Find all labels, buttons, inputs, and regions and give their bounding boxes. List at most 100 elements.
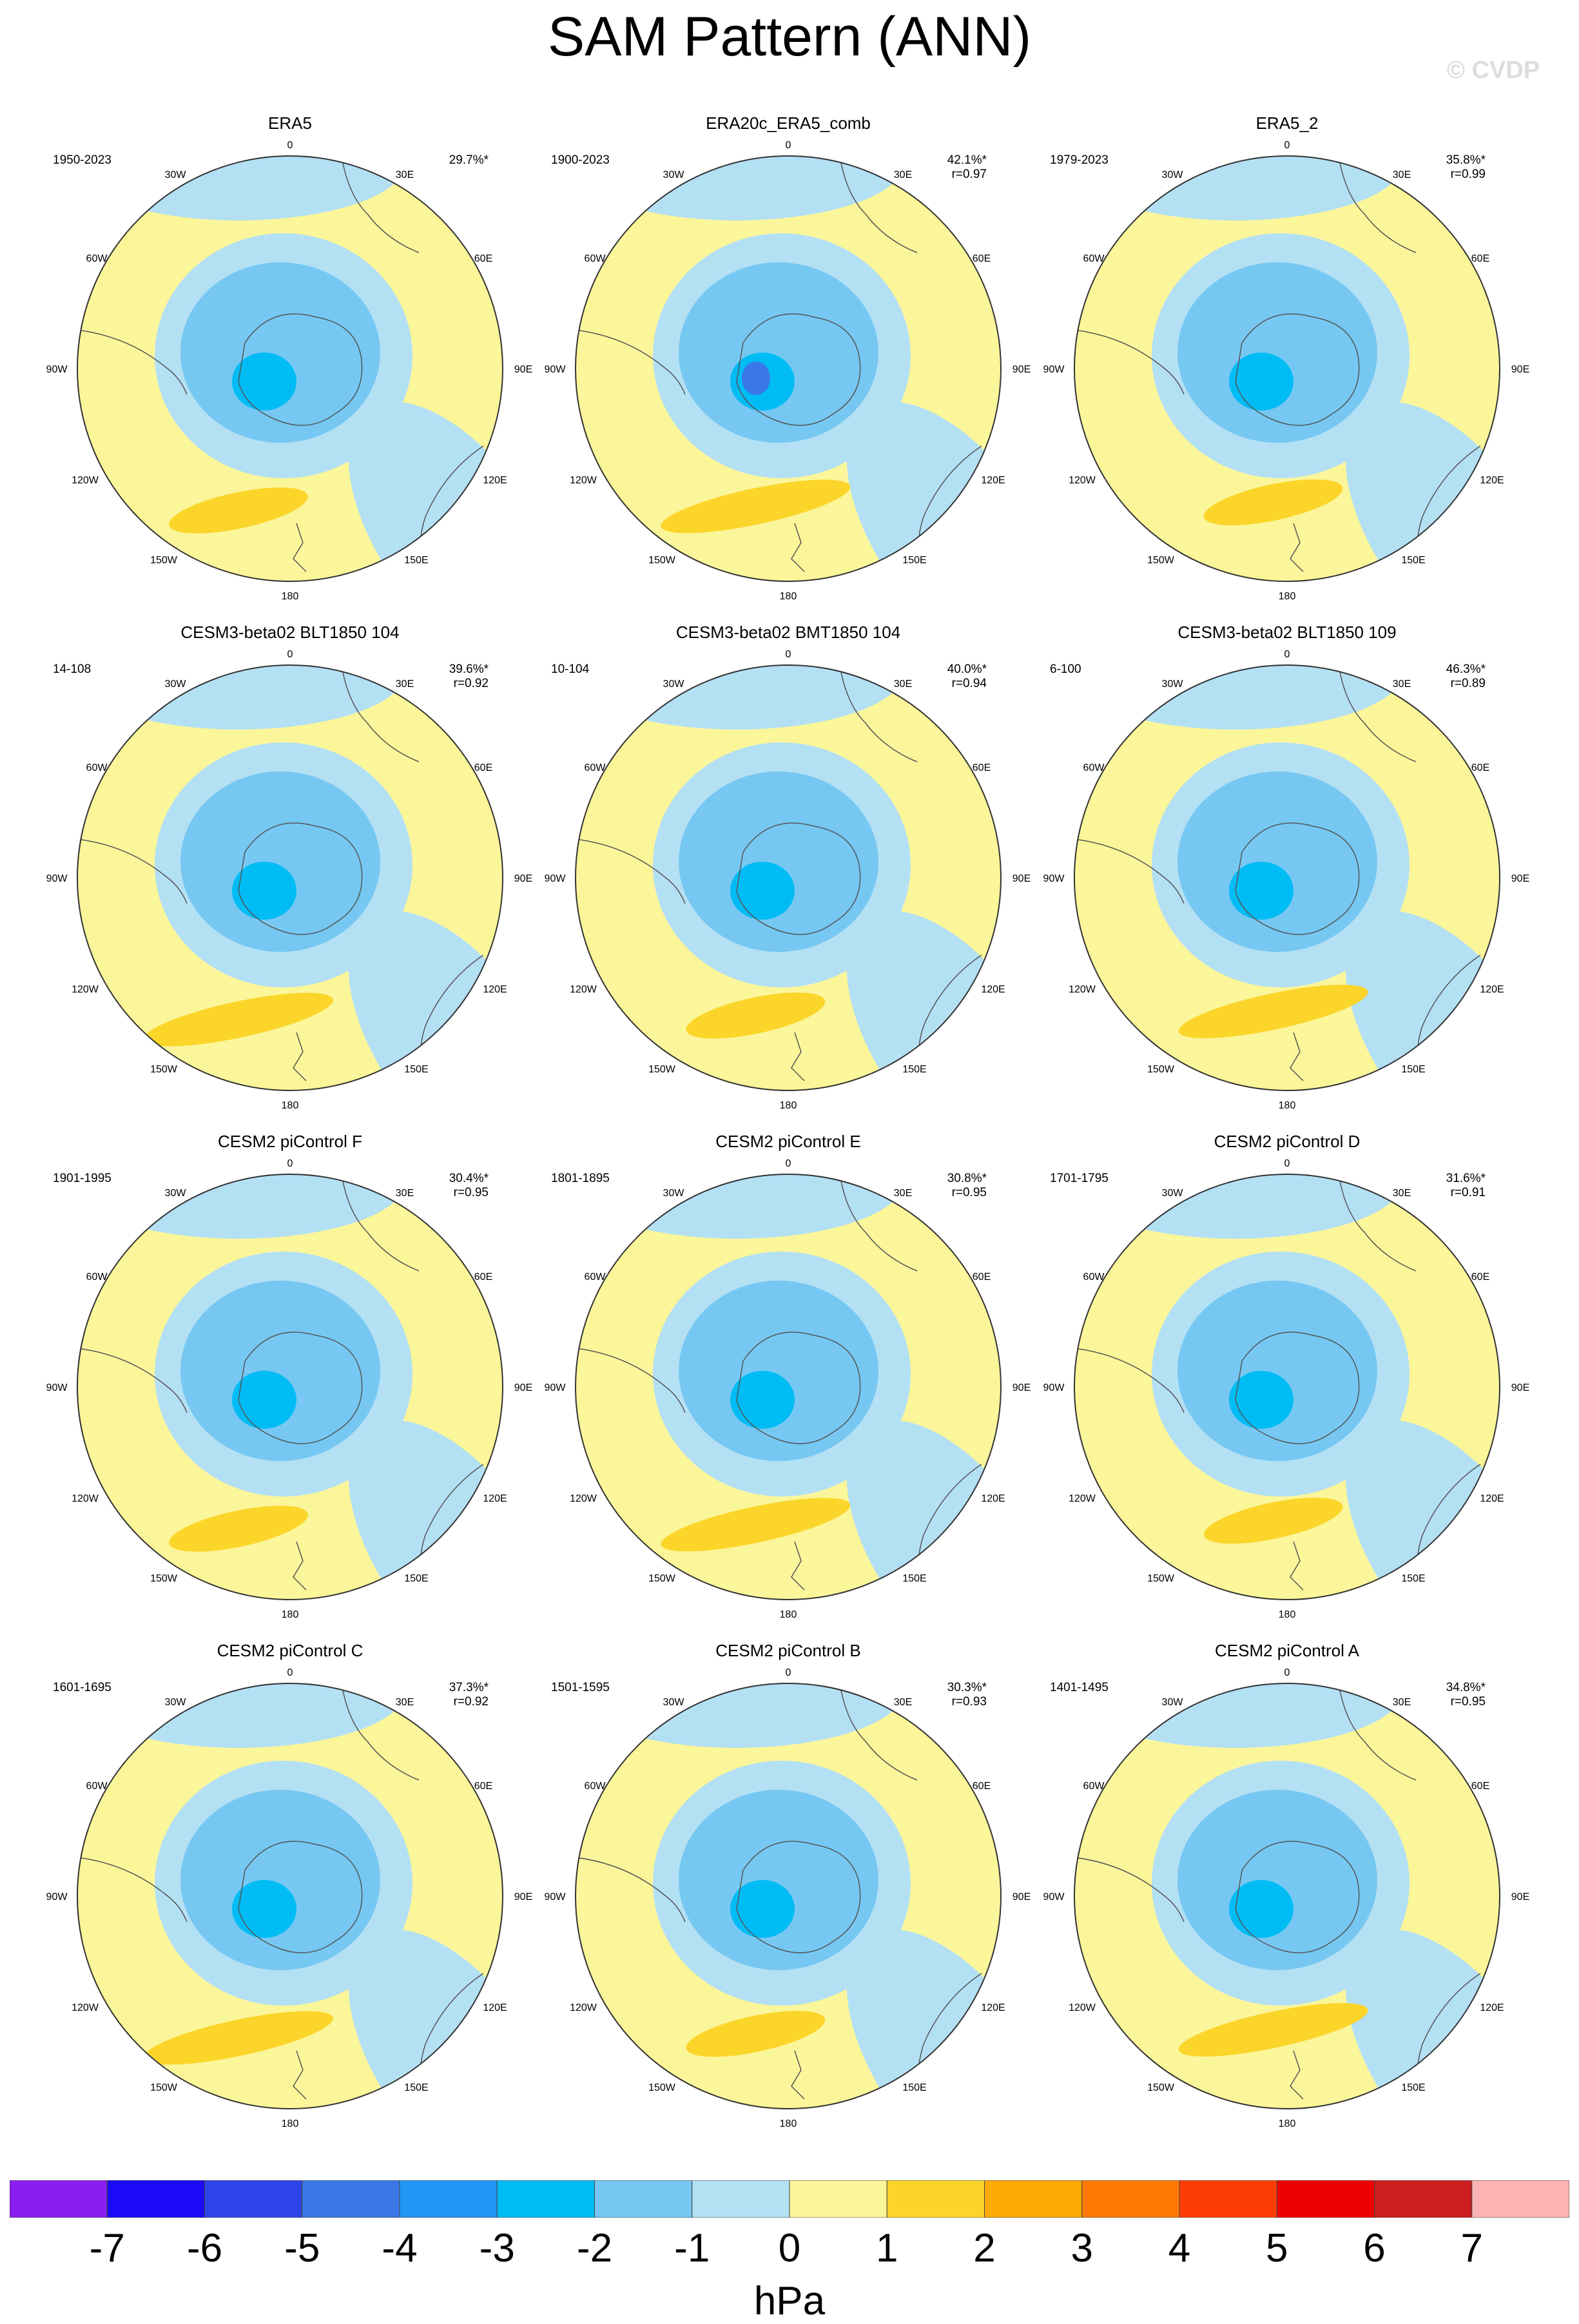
longitude-label-top: 0 xyxy=(786,1667,791,1678)
panel-pattern-correlation: r=0.94 xyxy=(952,677,987,690)
map-panel: CESM3-beta02 BMT1850 104 10-104 40.0%* r=0.… xyxy=(543,619,1046,1128)
longitude-label-top-left: 30W xyxy=(1162,679,1184,690)
panel-variance-explained: 31.6%* xyxy=(1446,1172,1486,1185)
colorbar-swatch xyxy=(10,2180,108,2218)
antarctica-outline xyxy=(238,1841,363,1953)
negative-core xyxy=(730,1880,795,1938)
panel-period: 14-108 xyxy=(53,663,91,676)
map-border xyxy=(1074,1683,1500,2109)
map-panel: CESM3-beta02 BLT1850 109 6-100 46.3%* r=0.8… xyxy=(1042,619,1545,1128)
longitude-label-top-right: 30E xyxy=(1393,1188,1411,1199)
anomaly-field xyxy=(77,665,503,1090)
anomaly-field xyxy=(77,156,503,581)
longitude-label-bottom-right: 150E xyxy=(404,1573,428,1584)
panel-pattern-correlation: r=0.99 xyxy=(1451,168,1486,181)
longitude-label-upper-left: 60W xyxy=(1083,1272,1105,1283)
longitude-label-left: 90W xyxy=(545,873,567,884)
south-america-outline xyxy=(77,329,188,395)
longitude-label-top-right: 30E xyxy=(396,169,414,180)
africa-outline xyxy=(839,156,918,253)
africa-outline xyxy=(341,665,420,762)
longitude-label-bottom: 180 xyxy=(1279,1100,1296,1111)
colorbar-swatch xyxy=(1276,2180,1375,2218)
panel-variance-explained: 35.8%* xyxy=(1446,153,1486,167)
panel-pattern-correlation: r=0.97 xyxy=(952,168,987,181)
longitude-label-lower-right: 120E xyxy=(483,2002,507,2013)
anomaly-field xyxy=(576,665,1001,1090)
panel-variance-explained: 34.8%* xyxy=(1446,1681,1486,1694)
panel-title: CESM2 piControl E xyxy=(715,1132,860,1151)
panel-variance-explained: 42.1%* xyxy=(947,153,987,167)
map-panel: CESM2 piControl A 1401-1495 34.8%* r=0.95 0 3… xyxy=(1042,1637,1545,2146)
south-america-outline xyxy=(77,838,188,904)
longitude-label-lower-right: 120E xyxy=(981,2002,1005,2013)
anomaly-field xyxy=(576,1174,1001,1600)
negative-core xyxy=(730,1371,795,1429)
colorbar-swatch xyxy=(692,2180,790,2218)
longitude-label-top: 0 xyxy=(786,649,791,660)
anomaly-field xyxy=(1074,1683,1500,2109)
colorbar-swatch xyxy=(1374,2180,1473,2218)
panel-pattern-correlation: r=0.91 xyxy=(1451,1186,1486,1199)
longitude-label-top-left: 30W xyxy=(1162,1188,1184,1199)
panel-variance-explained: 40.0%* xyxy=(947,663,987,676)
longitude-label-top-left: 30W xyxy=(165,169,187,180)
colorbar-swatch xyxy=(302,2180,400,2218)
longitude-label-lower-right: 120E xyxy=(981,475,1005,486)
colorbar xyxy=(10,2180,1569,2218)
longitude-label-top-left: 30W xyxy=(165,1697,187,1708)
longitude-label-upper-left: 60W xyxy=(1083,1781,1105,1792)
longitude-label-bottom-right: 150E xyxy=(404,555,428,566)
longitude-label-bottom-left: 150W xyxy=(1147,1573,1175,1584)
south-america-outline xyxy=(576,329,686,395)
south-america-outline xyxy=(1074,1348,1185,1413)
africa-outline xyxy=(1338,1174,1417,1272)
coastlines xyxy=(1074,1174,1481,1600)
panel-title: ERA5_2 xyxy=(1256,113,1319,133)
panel-variance-explained: 30.3%* xyxy=(947,1681,987,1694)
polar-map: CESM3-beta02 BLT1850 109 6-100 46.3%*r=0.8… xyxy=(1043,623,1530,1111)
longitude-label-left: 90W xyxy=(1043,1892,1065,1903)
longitude-label-bottom: 180 xyxy=(1279,1609,1296,1620)
longitude-label-right: 90E xyxy=(1511,1892,1529,1903)
panel-pattern-correlation: r=0.95 xyxy=(952,1186,987,1199)
longitude-label-upper-right: 60E xyxy=(1471,1781,1489,1792)
colorbar-tick-label: -7 xyxy=(89,2226,125,2271)
longitude-label-bottom-left: 150W xyxy=(648,2082,676,2093)
antarctica-outline xyxy=(1235,313,1360,426)
map-panel: ERA5 1950-2023 29.7%* 0 30W 30E 60W 60E 90W 90E 12… xyxy=(45,110,548,619)
polar-map: ERA5_2 1979-2023 35.8%*r=0.99 0 30W 30E 60W 60E… xyxy=(1043,113,1530,602)
panel-period: 1900-2023 xyxy=(551,153,610,167)
africa-outline xyxy=(839,665,918,762)
new-zealand-outline xyxy=(293,523,307,572)
longitude-label-lower-left: 120W xyxy=(1069,1493,1096,1504)
longitude-label-upper-left: 60W xyxy=(86,253,108,264)
longitude-label-lower-left: 120W xyxy=(570,1493,597,1504)
positive-anomaly-band xyxy=(1178,985,1368,1039)
colorbar-swatch xyxy=(789,2180,887,2218)
longitude-label-upper-left: 60W xyxy=(585,762,606,773)
longitude-label-upper-left: 60W xyxy=(86,1272,108,1283)
longitude-label-top-right: 30E xyxy=(894,1697,912,1708)
polar-map: CESM2 piControl A 1401-1495 34.8%*r=0.95 0 3… xyxy=(1043,1641,1530,2129)
positive-anomaly-band xyxy=(686,2011,826,2057)
longitude-label-upper-left: 60W xyxy=(585,253,606,264)
longitude-label-lower-right: 120E xyxy=(483,475,507,486)
map-panel: ERA20c_ERA5_comb 1900-2023 42.1%* r=0.97 0 30… xyxy=(543,110,1046,619)
longitude-label-top: 0 xyxy=(287,140,293,151)
new-zealand-outline xyxy=(791,1032,805,1081)
colorbar-tick-label: -6 xyxy=(186,2226,223,2271)
positive-anomaly-band xyxy=(1178,2003,1368,2057)
colorbar-swatch xyxy=(1081,2180,1180,2218)
map-panel: CESM2 piControl B 1501-1595 30.3%* r=0.93 0 3… xyxy=(543,1637,1046,2146)
panel-period: 1501-1595 xyxy=(551,1681,610,1694)
longitude-label-top-right: 30E xyxy=(1393,169,1411,180)
longitude-label-left: 90W xyxy=(46,364,68,375)
panel-title: CESM2 piControl C xyxy=(217,1641,363,1660)
longitude-label-upper-right: 60E xyxy=(973,1272,991,1283)
longitude-label-left: 90W xyxy=(545,364,567,375)
south-america-outline xyxy=(1074,838,1185,904)
longitude-label-top-left: 30W xyxy=(663,1188,685,1199)
positive-anomaly-band xyxy=(661,479,851,534)
map-border xyxy=(1074,1174,1500,1600)
